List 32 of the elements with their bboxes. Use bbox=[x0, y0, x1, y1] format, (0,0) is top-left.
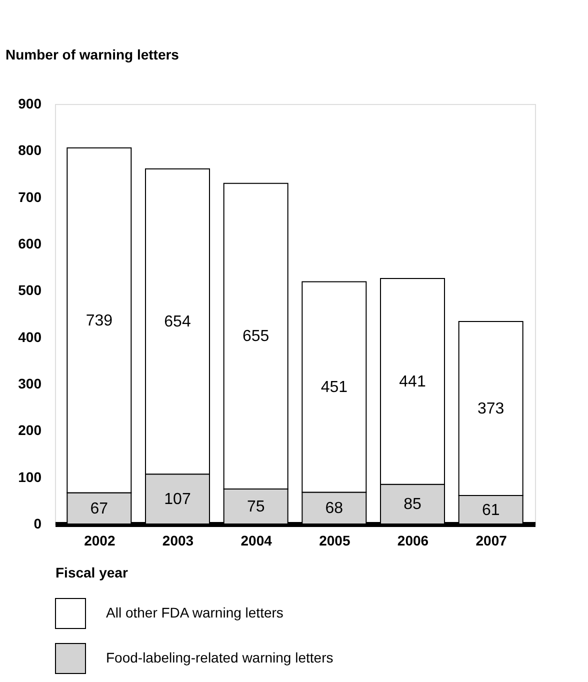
data-label: 61 bbox=[482, 502, 500, 519]
y-tick-label: 0 bbox=[34, 516, 42, 532]
x-tick-label: 2005 bbox=[319, 532, 350, 548]
y-tick-label: 500 bbox=[18, 282, 42, 298]
y-tick-label: 100 bbox=[18, 468, 42, 485]
data-label: 67 bbox=[90, 500, 108, 518]
legend-label: All other FDA warning letters bbox=[106, 604, 284, 620]
y-axis-title: Number of warning letters bbox=[6, 46, 180, 62]
y-tick-label: 800 bbox=[18, 142, 42, 158]
legend-label: Food-labeling-related warning letters bbox=[106, 650, 334, 666]
y-tick-label: 200 bbox=[18, 422, 42, 438]
data-label: 441 bbox=[399, 373, 426, 390]
data-label: 451 bbox=[320, 379, 348, 396]
data-label: 107 bbox=[164, 491, 191, 508]
x-tick-label: 2006 bbox=[397, 532, 429, 548]
y-tick-label: 400 bbox=[18, 328, 42, 345]
y-tick-label: 300 bbox=[18, 376, 42, 392]
x-axis-title: Fiscal year bbox=[56, 564, 128, 580]
data-label: 654 bbox=[164, 313, 191, 330]
data-label: 85 bbox=[404, 496, 422, 514]
y-tick-label: 600 bbox=[18, 236, 42, 252]
x-tick-label: 2002 bbox=[84, 532, 116, 548]
x-tick-label: 2004 bbox=[240, 532, 272, 548]
y-tick-label: 700 bbox=[18, 188, 42, 205]
x-tick-label: 2007 bbox=[476, 532, 508, 548]
data-label: 739 bbox=[86, 312, 113, 330]
data-label: 373 bbox=[477, 400, 504, 418]
data-label: 75 bbox=[246, 498, 265, 516]
x-tick-label: 2003 bbox=[162, 532, 194, 548]
data-label: 68 bbox=[325, 500, 344, 518]
y-tick-label: 900 bbox=[18, 96, 42, 112]
data-label: 655 bbox=[242, 328, 270, 346]
